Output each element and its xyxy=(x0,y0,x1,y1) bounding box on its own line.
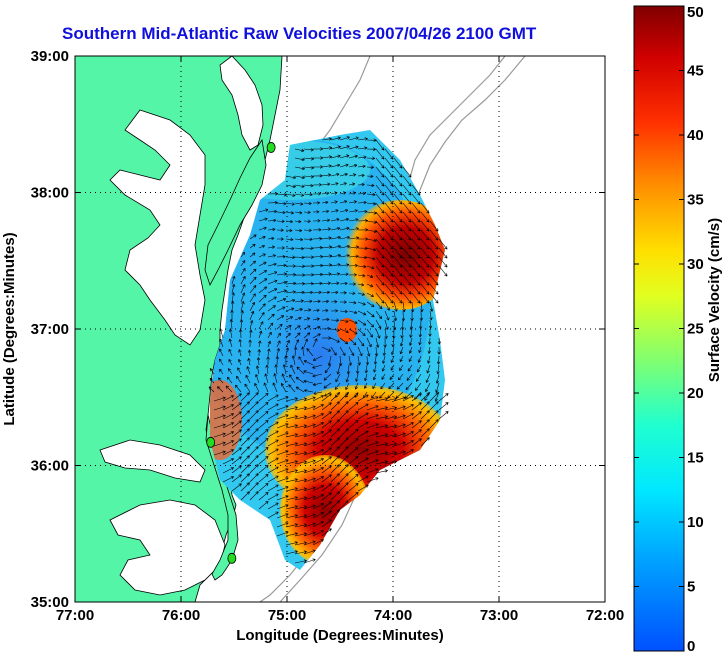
y-axis-label: Latitude (Degrees:Minutes) xyxy=(1,232,18,425)
colorbar-tick-label: 20 xyxy=(687,385,704,402)
y-axis-ticks: 39:00 38:00 37:00 36:00 35:00 xyxy=(31,48,605,611)
delaware-bay xyxy=(219,56,264,151)
x-tick-label: 73:00 xyxy=(480,607,518,624)
pamlico-sound xyxy=(109,499,226,596)
x-axis-ticks: 77:00 76:00 75:00 74:00 73:00 72:00 xyxy=(56,56,624,624)
x-tick-label: 72:00 xyxy=(586,607,624,624)
grid-lines xyxy=(75,56,605,602)
x-axis-label: Longitude (Degrees:Minutes) xyxy=(236,627,444,644)
land-delmarva xyxy=(204,138,267,287)
x-tick-label: 76:00 xyxy=(162,607,200,624)
colorbar-tick-label: 45 xyxy=(687,63,704,80)
x-tick-label: 75:00 xyxy=(268,607,306,624)
station-marker xyxy=(206,436,216,448)
colorbar-tick-label: 15 xyxy=(687,450,704,467)
x-tick-label: 74:00 xyxy=(374,607,412,624)
colorbar-tick-label: 10 xyxy=(687,514,704,531)
y-tick-label: 38:00 xyxy=(31,185,69,202)
colorbar-tick-label: 0 xyxy=(687,638,695,655)
colorbar-tick-label: 50 xyxy=(687,4,704,21)
colorbar-tick-label: 25 xyxy=(687,321,704,338)
colorbar-label: Surface Velocity (cm/s) xyxy=(706,218,723,382)
velocity-vectors xyxy=(208,136,449,564)
y-tick-label: 36:00 xyxy=(31,458,69,475)
y-tick-label: 37:00 xyxy=(31,321,69,338)
colorbar-tick-label: 40 xyxy=(687,127,704,144)
colorbar-tick-label: 5 xyxy=(687,579,695,596)
radar-stations xyxy=(206,142,276,564)
colorbar-tick-label: 30 xyxy=(687,256,704,273)
station-marker xyxy=(266,142,276,153)
colorbar xyxy=(633,5,685,652)
y-tick-label: 39:00 xyxy=(31,48,69,65)
albemarle-sound xyxy=(99,439,206,483)
colorbar-tick-label: 35 xyxy=(687,192,704,209)
y-tick-label: 35:00 xyxy=(31,594,69,611)
vector-arrows xyxy=(208,136,449,564)
station-marker xyxy=(227,552,237,564)
x-tick-label: 77:00 xyxy=(56,607,94,624)
map-title: Southern Mid-Atlantic Raw Velocities 200… xyxy=(62,24,537,43)
